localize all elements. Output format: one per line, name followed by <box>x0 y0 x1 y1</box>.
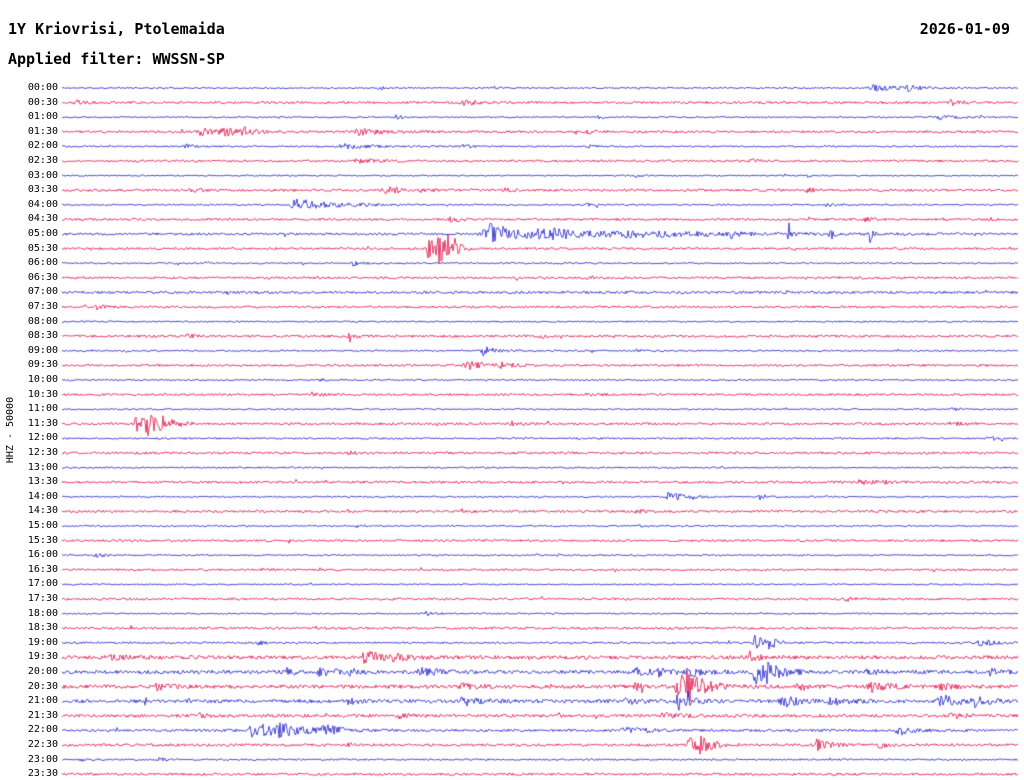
time-label-10:30: 10:30 <box>27 388 58 400</box>
time-label-18:30: 18:30 <box>27 622 58 634</box>
time-label-01:00: 01:00 <box>27 111 58 123</box>
time-label-19:30: 19:30 <box>27 651 58 663</box>
time-label-12:00: 12:00 <box>27 432 58 444</box>
time-label-13:00: 13:00 <box>27 461 58 473</box>
time-label-14:00: 14:00 <box>27 490 58 502</box>
time-label-14:30: 14:30 <box>27 505 58 517</box>
time-label-05:00: 05:00 <box>27 228 58 239</box>
plot-date: 2026-01-09 <box>919 20 1010 38</box>
time-label-20:00: 20:00 <box>27 666 58 677</box>
time-label-02:00: 02:00 <box>27 140 58 152</box>
time-label-08:30: 08:30 <box>27 330 58 342</box>
time-label-17:00: 17:00 <box>27 578 58 590</box>
time-label-19:00: 19:00 <box>27 636 58 648</box>
time-label-06:30: 06:30 <box>27 271 58 283</box>
time-label-02:30: 02:30 <box>27 155 58 166</box>
time-label-16:00: 16:00 <box>27 549 58 561</box>
time-label-07:00: 07:00 <box>27 286 58 298</box>
time-label-06:00: 06:00 <box>27 257 58 269</box>
time-label-23:30: 23:30 <box>27 768 58 780</box>
time-label-07:30: 07:30 <box>27 301 58 312</box>
time-label-20:30: 20:30 <box>27 680 58 692</box>
time-label-15:00: 15:00 <box>27 520 58 531</box>
time-label-18:00: 18:00 <box>27 607 58 619</box>
time-label-21:30: 21:30 <box>27 709 58 721</box>
time-label-05:30: 05:30 <box>27 242 58 254</box>
time-label-03:00: 03:00 <box>27 169 58 181</box>
time-label-03:30: 03:30 <box>27 184 58 196</box>
time-label-22:00: 22:00 <box>27 724 58 736</box>
time-label-09:00: 09:00 <box>27 344 58 356</box>
time-label-00:00: 00:00 <box>27 82 58 93</box>
time-label-12:30: 12:30 <box>27 447 58 458</box>
time-label-08:00: 08:00 <box>27 315 58 327</box>
time-label-15:30: 15:30 <box>27 534 58 546</box>
station-title: 1Y Kriovrisi, Ptolemaida <box>8 20 225 38</box>
time-label-00:30: 00:30 <box>27 96 58 108</box>
time-label-11:00: 11:00 <box>27 403 58 415</box>
filter-label: Applied filter: WWSSN-SP <box>8 50 225 68</box>
time-label-01:30: 01:30 <box>27 125 58 137</box>
time-label-22:30: 22:30 <box>27 739 58 750</box>
time-label-13:30: 13:30 <box>27 476 58 488</box>
time-label-16:30: 16:30 <box>27 563 58 575</box>
time-label-04:30: 04:30 <box>27 213 58 225</box>
time-label-23:00: 23:00 <box>27 753 58 765</box>
time-label-11:30: 11:30 <box>27 417 58 429</box>
time-label-17:30: 17:30 <box>27 593 58 604</box>
time-label-21:00: 21:00 <box>27 695 58 707</box>
time-label-04:00: 04:00 <box>27 198 58 210</box>
time-label-09:30: 09:30 <box>27 359 58 371</box>
time-label-10:00: 10:00 <box>27 374 58 385</box>
